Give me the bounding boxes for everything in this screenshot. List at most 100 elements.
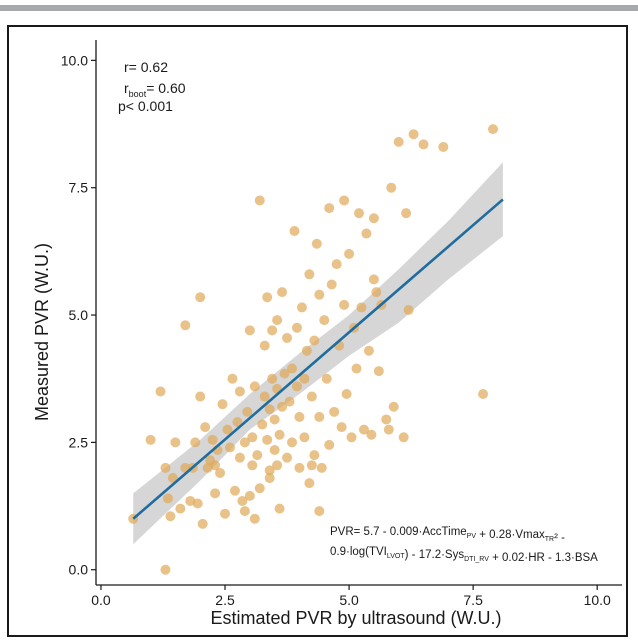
scatter-point: [314, 506, 325, 517]
x-tick-label: 0.0: [91, 592, 111, 608]
scatter-point: [403, 304, 414, 315]
scatter-point: [207, 434, 218, 445]
scatter-point: [195, 391, 206, 402]
regression-line: [132, 198, 504, 520]
scatter-point: [259, 391, 270, 402]
scatter-point: [301, 345, 312, 356]
scatter-point: [274, 503, 285, 514]
scatter-point: [478, 388, 489, 399]
scatter-point: [319, 315, 330, 326]
scatter-point: [282, 332, 293, 343]
scatter-point: [371, 287, 382, 298]
scatter-point: [299, 373, 310, 384]
scatter-point: [272, 315, 283, 326]
scatter-point: [249, 381, 260, 392]
scatter-point: [279, 368, 290, 379]
scatter-point: [294, 462, 305, 473]
scatter-point: [398, 432, 409, 443]
scatter-point: [344, 248, 355, 259]
scatter-point: [291, 322, 302, 333]
scatter-point: [210, 488, 221, 499]
scatter-point: [234, 452, 245, 463]
scatter-point: [324, 439, 335, 450]
scatter-point: [358, 424, 369, 435]
scatter-point: [259, 340, 270, 351]
scatter-point: [242, 406, 253, 417]
scatter-point: [314, 411, 325, 422]
scatter-point: [244, 490, 255, 501]
scatter-point: [262, 434, 273, 445]
x-tick-label: 5.0: [339, 592, 359, 608]
scatter-point: [383, 424, 394, 435]
scatter-point: [388, 401, 399, 412]
figure-frame: [7, 25, 628, 637]
scatter-point: [160, 462, 171, 473]
scatter-point: [339, 299, 350, 310]
scatter-point: [386, 182, 397, 193]
scatter-point: [215, 467, 226, 478]
equation-line-2: 0.9·log(TVILVOT) - 17.2·SysDTI_RV + 0.02…: [330, 546, 598, 564]
scatter-point: [324, 203, 335, 214]
scatter-point: [418, 139, 429, 150]
scatter-point: [306, 460, 317, 471]
scatter-point: [274, 429, 285, 440]
scatter-point: [381, 414, 392, 425]
scatter-point: [160, 564, 171, 575]
scatter-point: [192, 498, 203, 509]
scatter-point: [339, 195, 350, 206]
scatter-point: [249, 513, 260, 524]
scatter-point: [282, 452, 293, 463]
scatter-point: [277, 401, 288, 412]
scatter-point: [314, 289, 325, 300]
scatter-point: [346, 432, 357, 443]
y-axis-title: Measured PVR (W.U.): [32, 243, 52, 421]
scatter-point: [227, 373, 238, 384]
scatter-point: [321, 373, 332, 384]
y-tick-label: 0.0: [69, 562, 89, 578]
scatter-point: [341, 388, 352, 399]
scatter-point: [368, 213, 379, 224]
top-rule: [0, 5, 638, 11]
scatter-point: [361, 228, 372, 239]
scatter-point: [316, 462, 327, 473]
scatter-point: [356, 302, 367, 313]
scatter-point: [264, 404, 275, 415]
scatter-point: [217, 399, 228, 410]
scatter-point: [190, 437, 201, 448]
scatter-point: [294, 411, 305, 422]
scatter-point: [309, 335, 320, 346]
p-annotation: p< 0.001: [118, 98, 173, 114]
scatter-point: [331, 259, 342, 270]
scatter-point: [287, 363, 298, 374]
scatter-point: [239, 506, 250, 517]
scatter-point: [262, 292, 273, 303]
scatter-point: [269, 414, 280, 425]
scatter-point: [210, 460, 221, 471]
scatter-point: [267, 373, 278, 384]
scatter-point: [306, 391, 317, 402]
r-annotation: r= 0.62: [124, 59, 168, 75]
scatter-point: [234, 386, 245, 397]
scatter-point: [287, 437, 298, 448]
y-tick-label: 7.5: [69, 180, 89, 196]
y-tick-label: 10.0: [61, 52, 88, 68]
scatter-point: [264, 465, 275, 476]
scatter-point: [487, 124, 498, 135]
scatter-point: [363, 345, 374, 356]
y-tick-label: 5.0: [69, 307, 89, 323]
scatter-point: [368, 274, 379, 285]
scatter-point: [162, 493, 173, 504]
scatter-point: [408, 129, 419, 140]
scatter-point: [167, 473, 178, 484]
scatter-point: [277, 287, 288, 298]
scatter-point: [197, 518, 208, 529]
scatter-point: [296, 302, 307, 313]
x-tick-label: 7.5: [463, 592, 483, 608]
scatter-point: [229, 485, 240, 496]
scatter-point: [252, 450, 263, 461]
x-tick-label: 2.5: [215, 592, 235, 608]
scatter-point: [247, 460, 258, 471]
scatter-point: [220, 508, 231, 519]
scatter-point: [239, 437, 250, 448]
